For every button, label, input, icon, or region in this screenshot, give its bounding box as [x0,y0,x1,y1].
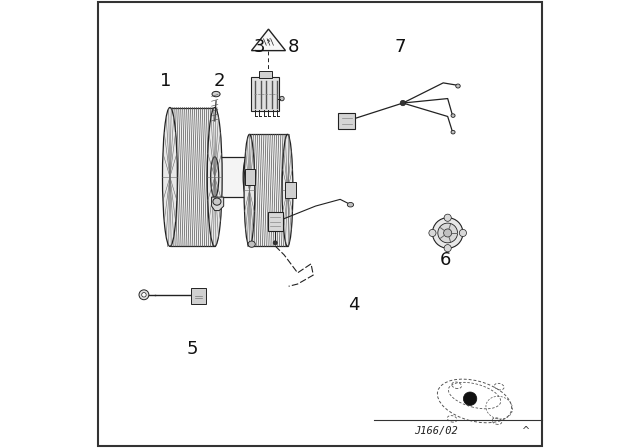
Ellipse shape [444,245,451,252]
Text: 1: 1 [160,72,171,90]
FancyBboxPatch shape [252,77,279,111]
Ellipse shape [212,91,220,97]
Text: J166/02: J166/02 [415,426,458,436]
Ellipse shape [444,214,451,221]
Ellipse shape [243,157,252,197]
Ellipse shape [139,290,149,300]
Ellipse shape [433,218,463,248]
Ellipse shape [280,96,284,101]
Text: 6: 6 [440,251,451,269]
Ellipse shape [460,229,467,237]
Ellipse shape [273,241,277,245]
Polygon shape [245,169,255,185]
FancyBboxPatch shape [191,288,206,304]
Ellipse shape [213,198,221,205]
Polygon shape [250,134,287,246]
Text: ⚡: ⚡ [266,36,271,45]
Ellipse shape [141,293,146,297]
Polygon shape [214,157,247,197]
FancyBboxPatch shape [268,212,283,231]
Text: 3: 3 [254,38,265,56]
Ellipse shape [451,114,455,117]
Text: 2: 2 [214,72,225,90]
Ellipse shape [211,157,219,197]
Polygon shape [170,108,214,246]
Ellipse shape [456,84,460,88]
Ellipse shape [244,134,255,246]
Text: 8: 8 [287,38,299,56]
Polygon shape [285,182,296,198]
FancyBboxPatch shape [259,71,272,78]
Ellipse shape [282,134,293,246]
Text: 5: 5 [187,340,198,358]
Ellipse shape [400,100,406,106]
Ellipse shape [248,241,255,247]
Ellipse shape [444,229,452,237]
Text: 4: 4 [348,296,359,314]
Ellipse shape [163,108,177,246]
Text: ^: ^ [522,426,530,436]
Ellipse shape [463,392,477,405]
Polygon shape [252,29,285,51]
Polygon shape [212,197,224,211]
Text: 7: 7 [395,38,406,56]
Ellipse shape [207,108,222,246]
Ellipse shape [348,202,353,207]
FancyBboxPatch shape [339,113,355,129]
Ellipse shape [451,130,455,134]
Ellipse shape [429,229,436,237]
Ellipse shape [438,223,458,243]
